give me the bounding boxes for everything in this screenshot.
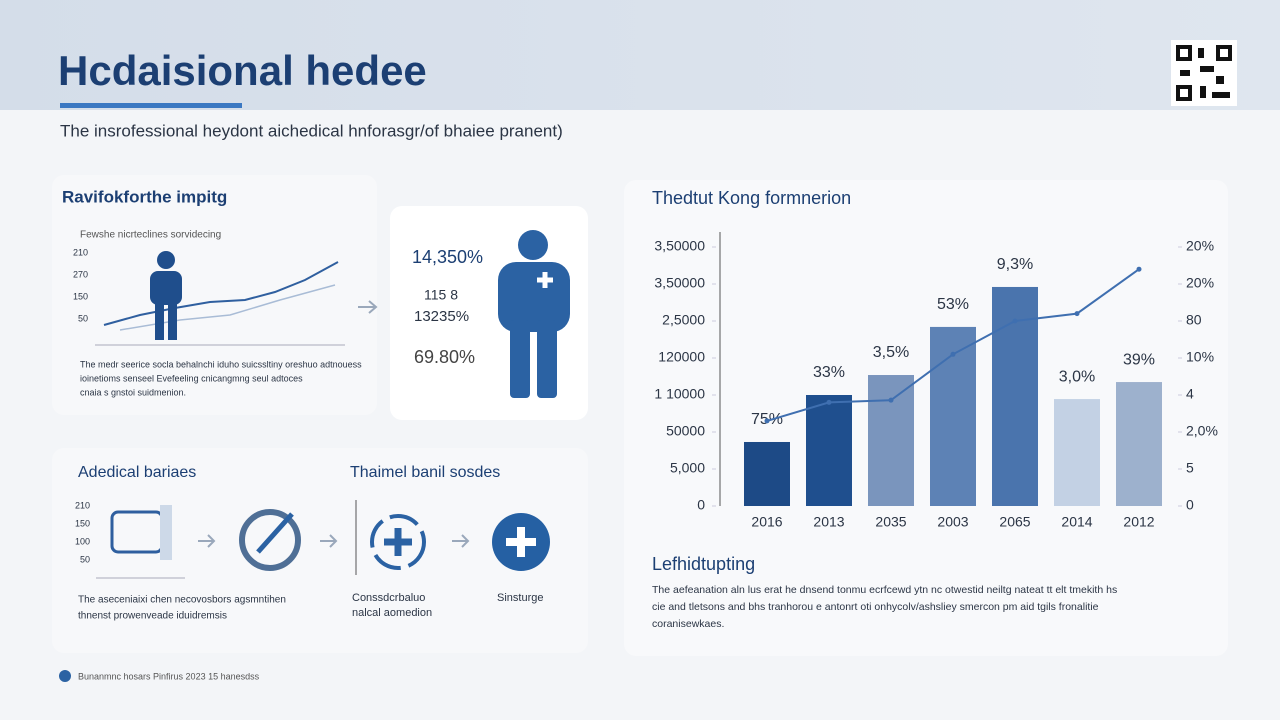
panel-caption: Fewshe nicrteclines sorvidecing [80,230,221,241]
x-tick-label: 2016 [751,514,782,530]
annotation: 53% [937,296,969,313]
icon-label: Sinsturge [497,592,543,604]
trend-point [826,399,832,405]
arrow [358,300,378,314]
y2-tick-label: 0 [1186,497,1194,513]
icon [384,528,412,556]
y-tick-label: 50000 [666,423,705,439]
x-tick-label: 2014 [1061,514,1092,530]
trend-point [1136,266,1142,272]
cross [537,272,553,288]
tick-label: 50 [78,313,88,323]
body-text: coranisewkaes. [652,618,724,630]
tick-label: 210 [73,247,88,257]
tick-label: 150 [75,518,90,528]
y2-tick-label: 10% [1186,349,1214,365]
body-text: ioinetioms senseel Evefeeling cnicangmng… [80,373,303,383]
tick-label: 100 [75,536,90,546]
icon [239,509,301,571]
y-tick-label: 120000 [658,349,705,365]
body-text: cie and tletsons and bhs tranhorou e ant… [652,601,1099,613]
panel-title: Thaimel banil sosdes [350,464,500,481]
annotation: 39% [1123,351,1155,368]
panel [52,175,377,415]
body-text: thnenst prowenveade iduidremsis [78,611,227,622]
body-text: The aseceniaixi chen necovosbors agsmnti… [78,595,286,606]
icon-label: Conssdcrbaluo [352,592,425,604]
footer-icon [59,670,71,682]
trend-point [764,418,770,424]
y2-tick-label: 4 [1186,386,1194,402]
decor-line [103,261,339,326]
header-band [0,0,1280,110]
tick-label: 270 [73,269,88,279]
arrow [198,534,470,548]
panel-title: Adedical bariaes [78,464,196,481]
stat: 13235% [414,308,469,325]
panel [52,448,588,653]
title-underline [60,103,242,108]
qr-code [1171,40,1237,106]
icon [370,514,426,570]
trend-point [1012,318,1018,324]
icon [506,527,536,557]
trend-point [1074,311,1080,317]
body-text: The medr seerice socla behalnchi iduho s… [80,359,362,369]
bar [806,395,852,506]
x-tick-label: 2003 [937,514,968,530]
stat: 115 8 [424,287,458,303]
tick-label: 150 [73,291,88,301]
x-tick-label: 2013 [813,514,844,530]
y-tick-label: 2,5000 [662,312,705,328]
y-tick-label: 0 [697,497,705,513]
body-text: The aefeanation aln lus erat he dnsend t… [652,584,1117,596]
icon-label: nalcal aomedion [352,607,432,619]
y-tick-label: 1 10000 [654,386,705,402]
annotation: 33% [813,364,845,381]
trend-point [950,351,956,357]
y2-tick-label: 20% [1186,238,1214,254]
icon [256,512,294,554]
trend-point [888,397,894,403]
x-tick-label: 2065 [999,514,1030,530]
y2-tick-label: 80 [1186,312,1202,328]
bar [744,441,790,506]
annotation: 9,3% [997,256,1033,273]
chart-card [624,180,1228,656]
panel-title: Ravifokforthe impitg [62,187,227,206]
icon [160,505,172,560]
body-text: cnaia s gnstoi suidmenion. [80,387,186,397]
y-tick-label: 3,50000 [654,275,705,291]
tick-label: 210 [75,500,90,510]
stat: 14,350% [412,247,483,267]
y-tick-label: 3,50000 [654,238,705,254]
tick-label: 50 [80,554,90,564]
y-tick-label: 5,000 [670,460,705,476]
x-tick-label: 2035 [875,514,906,530]
y2-tick-label: 2,0% [1186,423,1218,439]
stat: 69.80% [414,347,475,367]
annotation: 3,0% [1059,368,1095,385]
bar [1054,399,1100,506]
person-icon [150,251,182,340]
bar [1116,382,1162,506]
y2-tick-label: 5 [1186,460,1194,476]
footer: Bunanmnc hosars Pinfirus 2023 15 hanesds… [78,671,260,681]
annotation: 3,5% [873,344,909,361]
section-title: Lefhidtupting [652,554,755,574]
subtitle: The insrofessional heydont aichedical hn… [60,121,563,140]
title: Hcdaisional hedee [58,47,427,94]
y2-tick-label: 20% [1186,275,1214,291]
chart-title: Thedtut Kong formnerion [652,188,851,208]
bar [868,375,914,506]
x-tick-label: 2012 [1123,514,1154,530]
